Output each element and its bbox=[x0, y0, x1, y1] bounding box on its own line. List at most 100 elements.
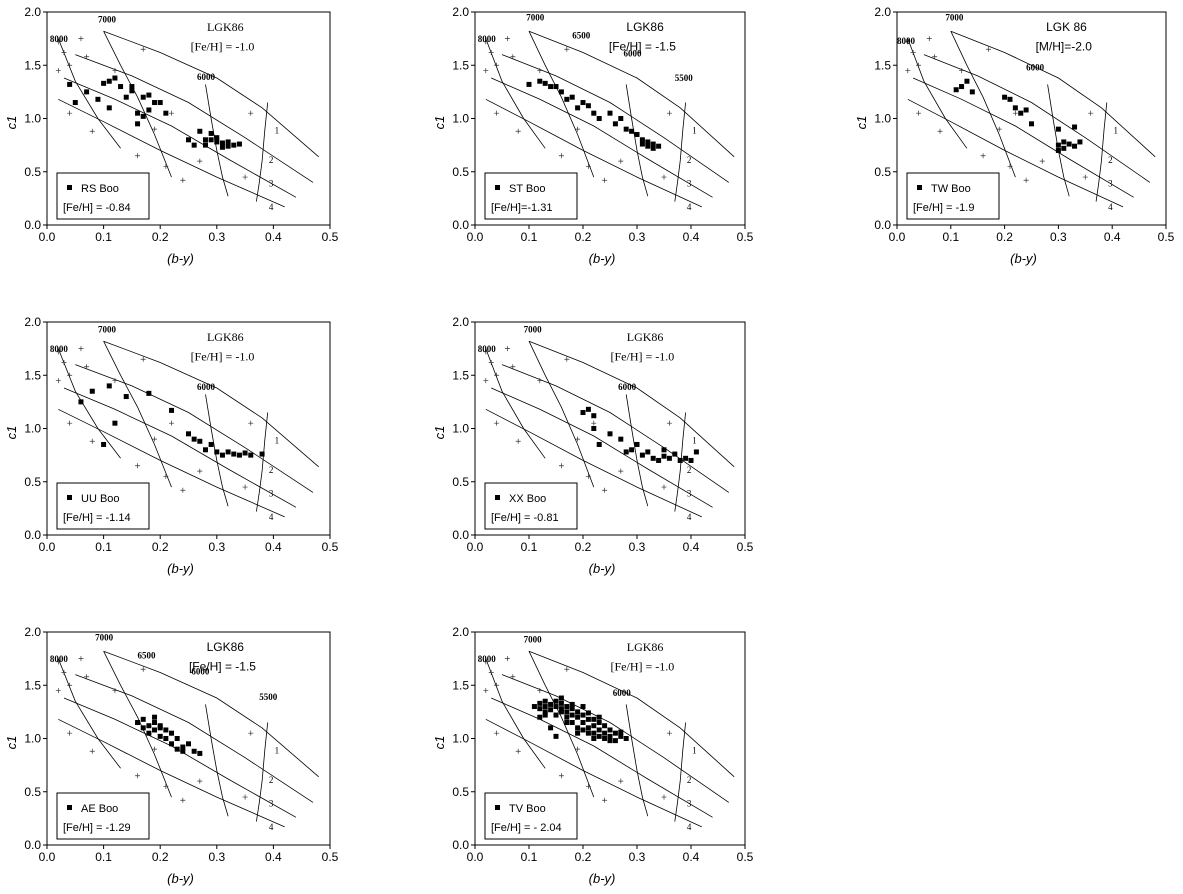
legend-metallicity: [Fe/H] = -0.84 bbox=[63, 202, 131, 214]
model-grid-point bbox=[140, 666, 146, 672]
gravity-label: 4 bbox=[687, 202, 692, 212]
star-data-point bbox=[602, 723, 608, 729]
x-tick-label: 0.4 bbox=[683, 850, 700, 864]
star-data-point bbox=[558, 700, 564, 706]
star-data-point bbox=[140, 725, 146, 731]
star-data-point bbox=[558, 89, 564, 95]
star-data-point bbox=[214, 139, 220, 145]
y-tick-label: 1.0 bbox=[24, 112, 41, 126]
model-grid-point bbox=[494, 682, 500, 688]
temperature-label: 6500 bbox=[138, 651, 157, 661]
star-data-point bbox=[553, 733, 559, 739]
temperature-label: 8000 bbox=[478, 344, 497, 354]
temperature-line bbox=[103, 341, 172, 488]
x-tick-label: 0.3 bbox=[208, 230, 225, 244]
star-data-point bbox=[146, 390, 152, 396]
star-data-point bbox=[531, 704, 537, 710]
y-axis-label: c1 bbox=[432, 736, 447, 750]
model-grid-point bbox=[89, 128, 95, 134]
x-tick-label: 0.3 bbox=[629, 540, 646, 554]
model-grid-point bbox=[84, 54, 90, 60]
model-grid-point bbox=[926, 36, 932, 42]
legend-box bbox=[906, 172, 1000, 220]
star-data-point bbox=[548, 725, 554, 731]
model-grid-point bbox=[575, 436, 581, 442]
star-data-point bbox=[629, 128, 635, 134]
x-tick-label: 0.4 bbox=[265, 230, 282, 244]
star-data-point bbox=[208, 137, 214, 143]
x-axis-label: (b-y) bbox=[589, 871, 616, 886]
model-grid-point bbox=[67, 730, 73, 736]
model-grid-point bbox=[510, 54, 516, 60]
x-axis-label: (b-y) bbox=[167, 871, 194, 886]
temperature-line bbox=[256, 412, 269, 512]
y-tick-label: 0.5 bbox=[874, 165, 891, 179]
gravity-label: 2 bbox=[687, 465, 692, 475]
star-data-point bbox=[67, 81, 73, 87]
model-grid-point bbox=[61, 49, 67, 55]
model-grid-point bbox=[591, 420, 597, 426]
gravity-label: 3 bbox=[269, 489, 274, 499]
model-grid-point bbox=[537, 378, 543, 384]
star-data-point bbox=[688, 457, 694, 463]
star-data-point bbox=[112, 75, 118, 81]
model-grid-point bbox=[135, 773, 141, 779]
temperature-label: 7000 bbox=[524, 325, 543, 335]
model-grid-point bbox=[135, 463, 141, 469]
star-data-point bbox=[645, 449, 651, 455]
model-grid-point bbox=[618, 468, 624, 474]
model-label: LGK86 bbox=[627, 640, 664, 654]
gravity-line bbox=[58, 408, 285, 518]
star-data-point bbox=[564, 720, 570, 726]
y-tick-label: 0.5 bbox=[24, 785, 41, 799]
star-data-point bbox=[607, 110, 613, 116]
x-tick-label: 0.1 bbox=[95, 230, 112, 244]
x-tick-label: 0.5 bbox=[737, 850, 754, 864]
y-tick-label: 1.0 bbox=[24, 422, 41, 436]
model-label: LGK86 bbox=[626, 20, 664, 34]
temperature-line bbox=[485, 38, 546, 149]
gravity-line bbox=[103, 30, 319, 158]
model-grid-point bbox=[661, 484, 667, 490]
model-metallicity: [Fe/H] = -1.5 bbox=[189, 659, 256, 673]
model-grid-point bbox=[61, 359, 67, 365]
gravity-line bbox=[912, 77, 1134, 198]
temperature-label: 6000 bbox=[191, 667, 210, 677]
star-data-point bbox=[106, 78, 112, 84]
star-data-point bbox=[656, 143, 662, 149]
star-data-point bbox=[602, 730, 608, 736]
x-axis-label: (b-y) bbox=[589, 251, 616, 266]
temperature-line bbox=[205, 704, 229, 817]
star-data-point bbox=[163, 110, 169, 116]
star-data-point bbox=[197, 750, 203, 756]
model-grid-point bbox=[515, 748, 521, 754]
x-tick-label: 0.4 bbox=[1104, 230, 1121, 244]
star-data-point bbox=[152, 714, 158, 720]
star-data-point bbox=[575, 714, 581, 720]
star-data-point bbox=[174, 746, 180, 752]
star-data-point bbox=[591, 730, 597, 736]
star-data-point bbox=[585, 725, 591, 731]
star-data-point bbox=[186, 137, 191, 143]
model-grid-point bbox=[564, 666, 570, 672]
chart-panel: 0.0 0.1 0.2 0.3 0.4 0.5 0.0 0.5 1.0 1.5 2.0 (b-y) c1… bbox=[432, 5, 754, 266]
model-grid-point bbox=[494, 62, 500, 68]
x-tick-label: 0.2 bbox=[575, 540, 592, 554]
legend-metallicity: [Fe/H] = -0.81 bbox=[491, 512, 559, 524]
temperature-label: 6000 bbox=[197, 72, 216, 82]
star-data-point bbox=[537, 706, 543, 712]
model-grid-point bbox=[661, 794, 667, 800]
model-grid-point bbox=[558, 773, 564, 779]
gravity-label: 3 bbox=[1108, 179, 1113, 189]
star-data-point bbox=[208, 441, 214, 447]
star-data-point bbox=[564, 714, 570, 720]
model-grid-point bbox=[666, 110, 672, 116]
temperature-line bbox=[57, 658, 121, 769]
star-data-point bbox=[186, 431, 191, 437]
star-data-point bbox=[618, 116, 624, 121]
gravity-line bbox=[491, 77, 713, 198]
model-grid-point bbox=[488, 359, 494, 365]
temperature-line bbox=[205, 394, 229, 507]
temperature-line bbox=[57, 38, 121, 149]
star-data-point bbox=[591, 716, 597, 722]
